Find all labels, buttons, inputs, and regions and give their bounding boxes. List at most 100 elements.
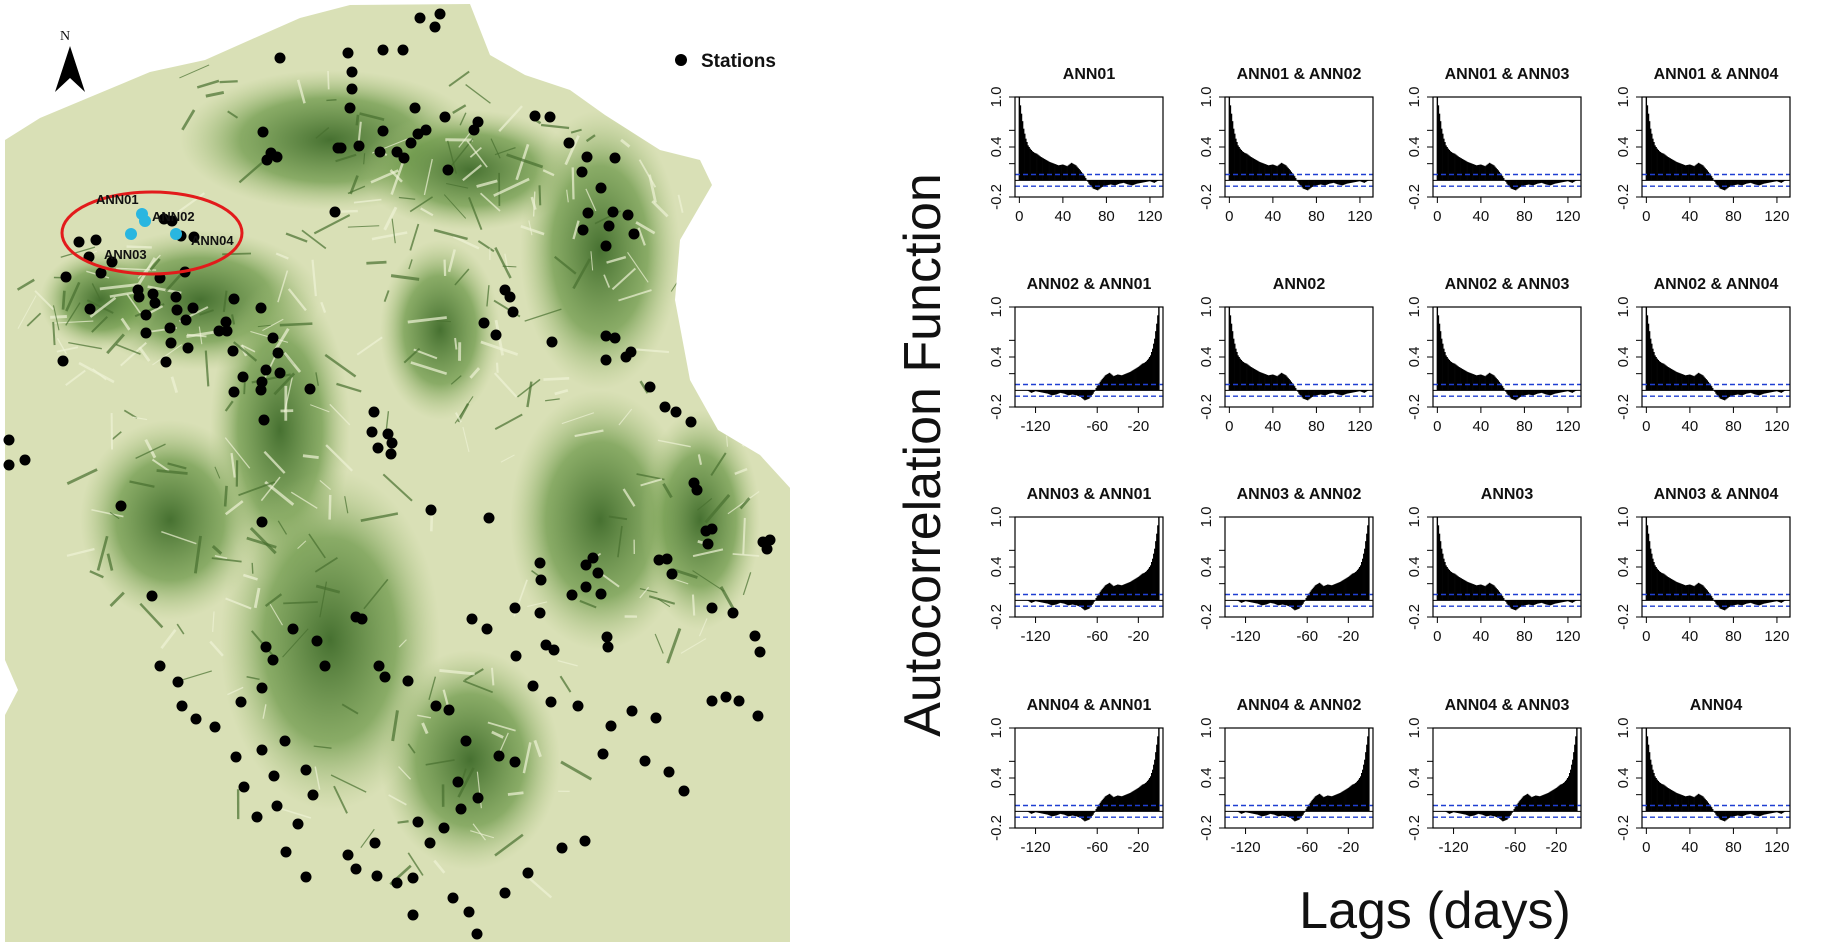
panel-title: ANN01 & ANN03 (1445, 66, 1570, 83)
x-tick-label: 80 (1098, 208, 1115, 225)
label-ann04: ANN04 (191, 233, 234, 248)
highlight-station-ann04 (170, 228, 182, 240)
station-point (607, 206, 619, 218)
station-point (84, 303, 96, 315)
y-tick-label: -0.2 (1406, 184, 1423, 210)
station-point (300, 764, 312, 776)
x-tick-label: 80 (1725, 418, 1742, 435)
station-point (460, 735, 472, 747)
station-point (522, 867, 534, 879)
y-tick-label: 1.0 (1615, 507, 1632, 528)
station-point (609, 152, 621, 164)
station-point (442, 164, 454, 176)
station-point (407, 872, 419, 884)
station-point (172, 676, 184, 688)
station-point (626, 705, 638, 717)
station-point (377, 44, 389, 56)
y-tick-label: 1.0 (1406, 297, 1423, 318)
x-tick-label: 80 (1725, 628, 1742, 645)
y-axis-title: Autocorrelation Function (894, 173, 952, 737)
station-point (106, 256, 118, 268)
y-tick-label: -0.2 (988, 815, 1005, 841)
highlight-ellipse (60, 190, 244, 276)
station-point (267, 332, 279, 344)
y-tick-label: 0.4 (988, 137, 1005, 158)
station-point (180, 314, 192, 326)
y-tick-label: 0.4 (1615, 768, 1632, 789)
acf-panel: ANN03 & ANN02 -0.2 0.4 1.0 -120 -60 -20 (1198, 486, 1374, 645)
panel-title: ANN02 & ANN01 (1027, 276, 1152, 293)
station-point (478, 317, 490, 329)
station-point (666, 568, 678, 580)
north-arrow: N (55, 29, 85, 92)
acf-panel: ANN03 -0.2 0.4 1.0 0 40 80 120 (1406, 486, 1582, 645)
station-point (764, 534, 776, 546)
y-tick-label: 1.0 (988, 87, 1005, 108)
highlight-station-ann02 (139, 215, 151, 227)
station-point (268, 770, 280, 782)
y-tick-label: 0.4 (1615, 347, 1632, 368)
x-tick-label: 120 (1764, 418, 1789, 435)
station-point (563, 137, 575, 149)
station-point (620, 351, 632, 363)
station-point (504, 291, 516, 303)
station-point (527, 680, 539, 692)
station-point (165, 337, 177, 349)
x-tick-label: -60 (1086, 839, 1108, 856)
station-point (373, 660, 385, 672)
station-point (115, 500, 127, 512)
station-point (251, 811, 263, 823)
acf-panel: ANN04 -0.2 0.4 1.0 0 40 80 120 (1615, 697, 1791, 856)
acf-panels: ANN01 -0.2 0.4 1.0 0 40 80 120 ANN01 & ANN02 -0.2… (988, 66, 1791, 856)
station-point (398, 152, 410, 164)
station-point (548, 644, 560, 656)
station-point (540, 639, 552, 651)
acf-panel: ANN01 & ANN03 -0.2 0.4 1.0 0 40 80 120 (1406, 66, 1582, 225)
station-point (353, 140, 365, 152)
acf-bars (1027, 307, 1160, 401)
station-point (335, 142, 347, 154)
station-point (727, 607, 739, 619)
map-legend: Stations (675, 51, 776, 72)
station-point (481, 623, 493, 635)
panel-title: ANN04 & ANN03 (1445, 697, 1570, 714)
station-point (377, 125, 389, 137)
x-tick-label: 40 (1265, 418, 1282, 435)
x-tick-label: 0 (1433, 418, 1441, 435)
station-point (661, 553, 673, 565)
station-point (369, 837, 381, 849)
acf-figure: Autocorrelation Function Lags (days) ANN… (894, 66, 1791, 940)
acf-panel: ANN01 & ANN02 -0.2 0.4 1.0 0 40 80 120 (1198, 66, 1374, 225)
x-tick-label: -20 (1127, 839, 1149, 856)
y-tick-label: 1.0 (1406, 507, 1423, 528)
station-point (60, 271, 72, 283)
label-ann01: ANN01 (96, 192, 139, 207)
station-point (572, 700, 584, 712)
station-point (509, 756, 521, 768)
y-tick-label: -0.2 (1406, 604, 1423, 630)
station-point (188, 231, 200, 243)
y-tick-label: 0.4 (1406, 347, 1423, 368)
station-point (133, 291, 145, 303)
station-point (544, 111, 556, 123)
station-point (368, 406, 380, 418)
x-tick-label: 120 (1764, 628, 1789, 645)
station-point (386, 437, 398, 449)
x-tick-label: -60 (1504, 839, 1526, 856)
station-point (256, 376, 268, 388)
station-point (235, 696, 247, 708)
station-point (412, 816, 424, 828)
x-tick-label: -120 (1439, 839, 1469, 856)
station-point (407, 909, 419, 921)
y-tick-label: -0.2 (1198, 394, 1215, 420)
station-point (653, 554, 665, 566)
station-point (409, 102, 421, 114)
panel-title: ANN04 & ANN01 (1027, 697, 1152, 714)
station-point (602, 641, 614, 653)
station-point (170, 291, 182, 303)
station-point (140, 327, 152, 339)
station-point (228, 293, 240, 305)
x-tick-label: 40 (1682, 418, 1699, 435)
station-point (509, 602, 521, 614)
acf-bars (1645, 517, 1786, 611)
